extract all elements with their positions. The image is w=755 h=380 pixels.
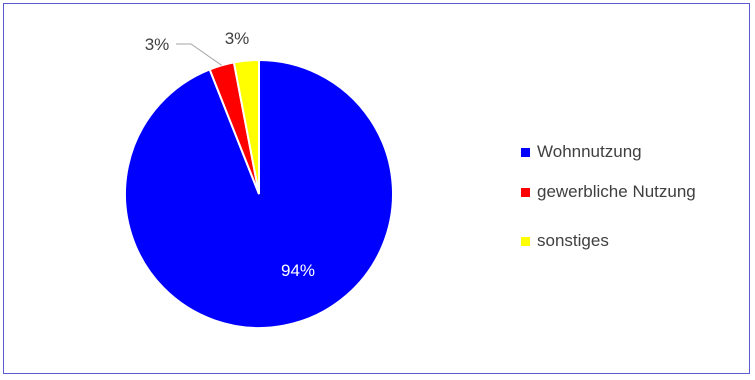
legend-label-wohnnutzung: Wohnnutzung bbox=[537, 142, 642, 161]
legend-item-sonstiges: sonstiges bbox=[521, 231, 609, 251]
legend-label-gewerbliche-nutzung: gewerbliche Nutzung bbox=[537, 182, 696, 201]
data-label-gewerbliche-nutzung: 3% bbox=[145, 35, 170, 54]
legend-label-sonstiges: sonstiges bbox=[537, 231, 609, 250]
pie-slice-sonstiges bbox=[232, 58, 260, 195]
legend-swatch-sonstiges bbox=[521, 236, 530, 246]
data-label-wohnnutzung: 94% bbox=[281, 261, 315, 280]
legend-swatch-gewerbliche-nutzung bbox=[521, 187, 530, 197]
legend-item-gewerbliche-nutzung: gewerbliche Nutzung bbox=[521, 182, 696, 202]
legend-item-wohnnutzung: Wohnnutzung bbox=[521, 142, 642, 162]
legend-swatch-wohnnutzung bbox=[521, 147, 530, 157]
leader-line bbox=[176, 43, 222, 66]
pie-chart: 94% 3% 3% bbox=[124, 29, 394, 329]
chart-frame: 94% 3% 3% Wohnnutzung gewerbliche Nutzung … bbox=[3, 3, 750, 374]
data-label-sonstiges: 3% bbox=[225, 29, 250, 48]
